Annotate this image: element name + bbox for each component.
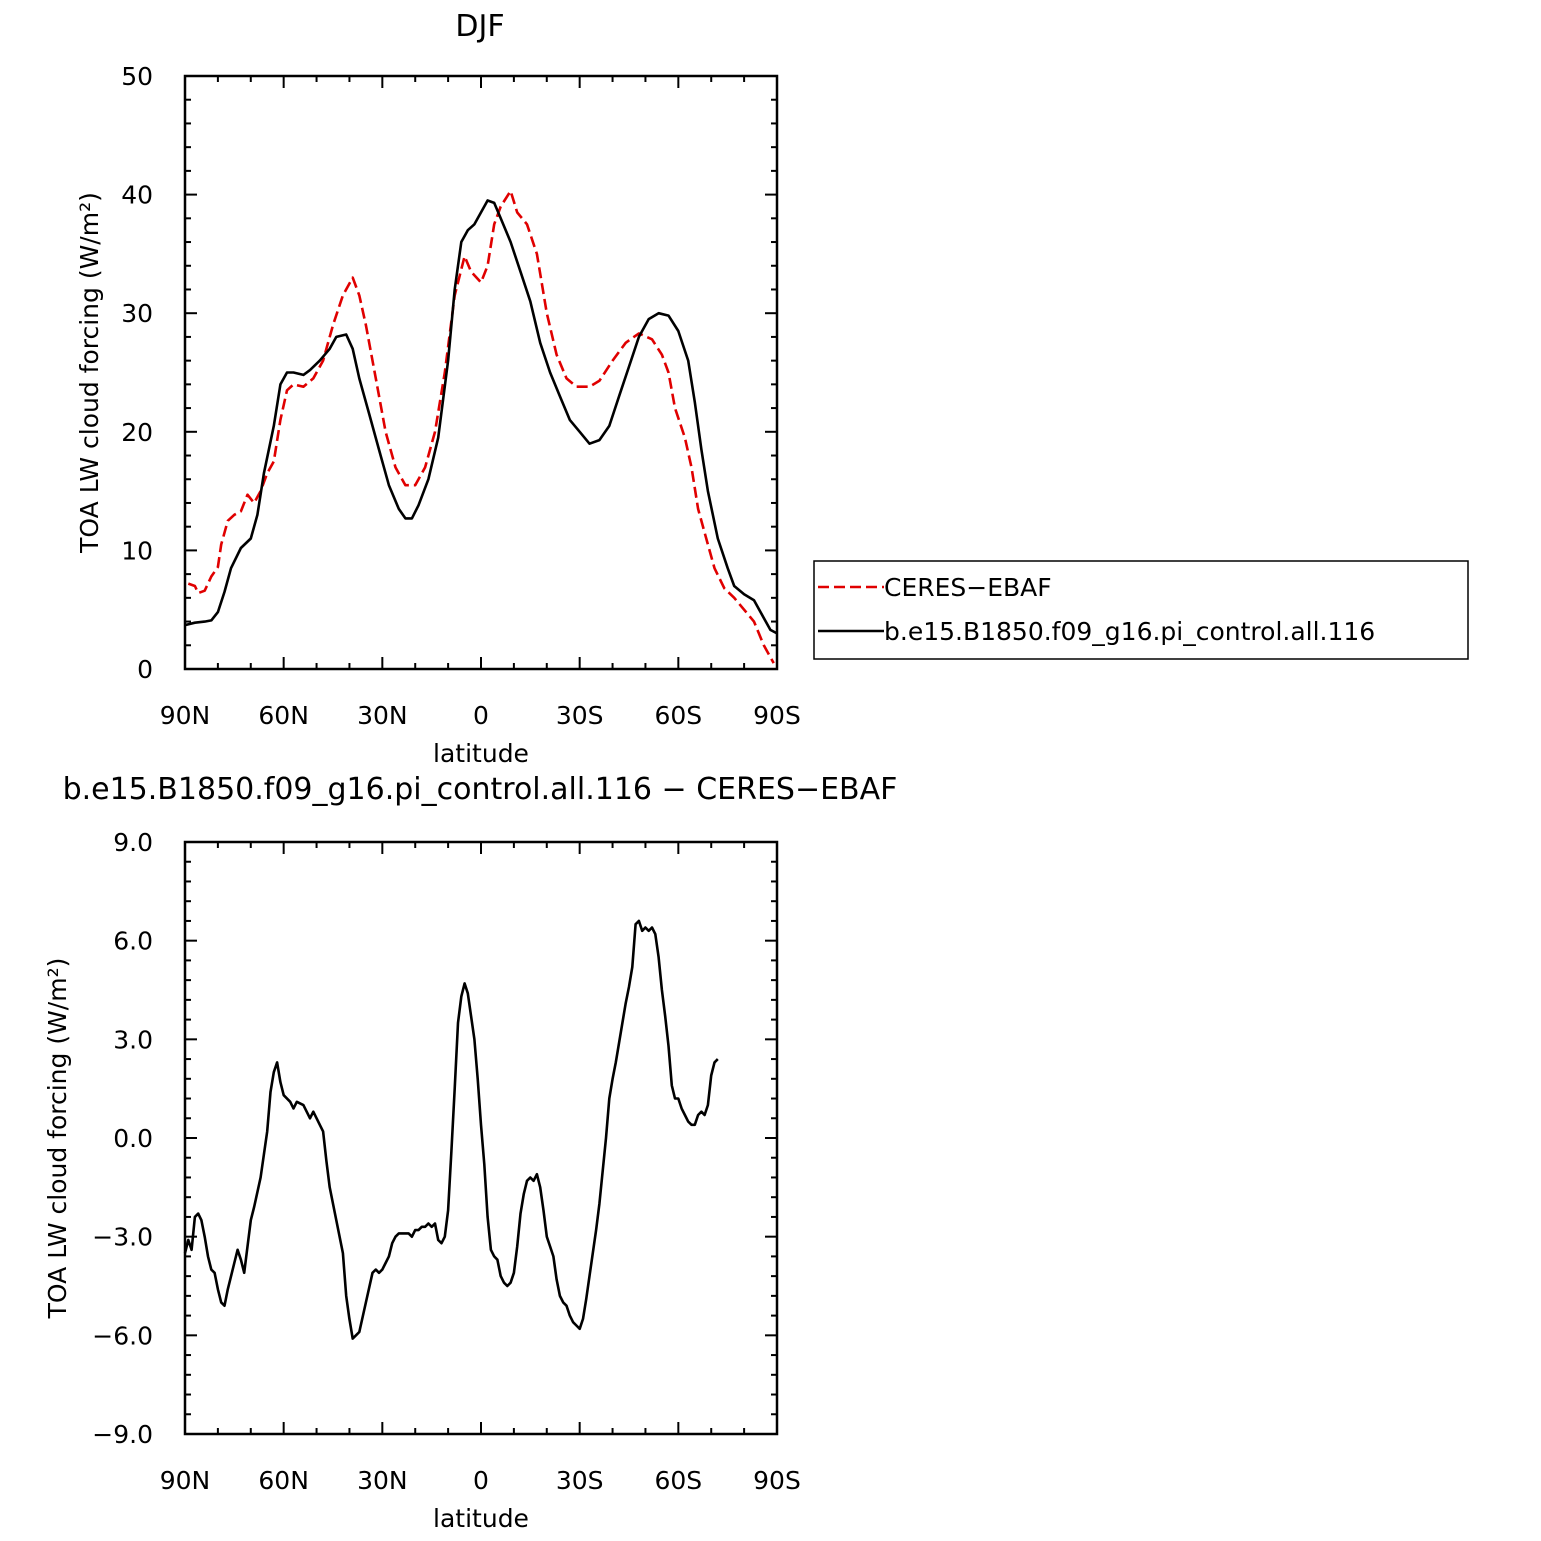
x-tick-label: 60S: [654, 1466, 702, 1495]
x-tick-label: 30S: [556, 701, 604, 730]
y-tick-label: 20: [121, 418, 153, 447]
y-tick-label: 30: [121, 299, 153, 328]
x-tick-label: 90N: [160, 1466, 211, 1495]
panel-title: DJF: [455, 9, 504, 44]
legend: CERES−EBAF b.e15.B1850.f09_g16.pi_control…: [813, 560, 1469, 660]
series-line-1-0: [183, 919, 719, 1340]
y-tick-label: 0: [137, 655, 153, 684]
x-tick-label: 0: [473, 701, 489, 730]
y-tick-label: 6.0: [113, 927, 153, 956]
x-tick-label: 60S: [654, 701, 702, 730]
x-tick-label: 90S: [753, 701, 801, 730]
x-tick-label: 30N: [357, 1466, 408, 1495]
y-tick-label: −6.0: [92, 1321, 153, 1350]
x-tick-label: 0: [473, 1466, 489, 1495]
legend-box: [813, 560, 1469, 660]
panel-bottom-difference: 90N 60N 30N 0 30S 60S 90S −9.0 −6.0 −3.0 0.0 3.0 6.0…: [43, 772, 897, 1533]
y-tick-label: −3.0: [92, 1223, 153, 1252]
x-tick-label: 90S: [753, 1466, 801, 1495]
panel-top-djf: 90N 60N 30N 0 30S 60S 90S 0 10 20 30 40 50 DJF latitud…: [75, 9, 801, 768]
series-line-0-0: [187, 189, 775, 664]
y-axis-label: TOA LW cloud forcing (W/m²): [75, 192, 104, 554]
legend-entry-1: b.e15.B1850.f09_g16.pi_control.all.116: [884, 617, 1375, 646]
y-axis-label: TOA LW cloud forcing (W/m²): [43, 958, 72, 1320]
y-tick-label: 10: [121, 536, 153, 565]
y-tick-label: 50: [121, 62, 153, 91]
y-tick-label: 3.0: [113, 1025, 153, 1054]
legend-entry-0: CERES−EBAF: [884, 573, 1052, 602]
y-tick-label: 9.0: [113, 828, 153, 857]
plot-frame-0: [183, 74, 779, 671]
panel-title: b.e15.B1850.f09_g16.pi_control.all.116 −…: [63, 772, 898, 807]
x-tick-label: 30N: [357, 701, 408, 730]
x-tick-label: 60N: [258, 1466, 309, 1495]
x-axis-label: latitude: [433, 739, 529, 768]
x-tick-label: 90N: [160, 701, 211, 730]
y-tick-label: 40: [121, 181, 153, 210]
y-tick-label: −9.0: [92, 1420, 153, 1449]
y-tick-label: 0.0: [113, 1124, 153, 1153]
x-tick-label: 60N: [258, 701, 309, 730]
x-axis-label: latitude: [433, 1504, 529, 1533]
x-tick-label: 30S: [556, 1466, 604, 1495]
series-line-0-1: [184, 199, 778, 635]
